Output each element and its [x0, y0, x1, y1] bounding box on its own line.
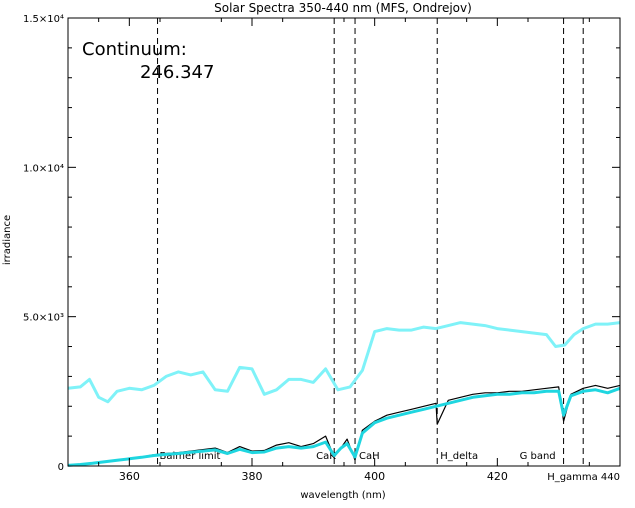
annotation-value: 246.347	[140, 62, 214, 83]
x-tick-label: 360	[119, 470, 140, 483]
plot-frame	[67, 17, 621, 467]
x-tick-label: 400	[364, 470, 385, 483]
y-tick-label: 1.5×10⁴	[23, 14, 64, 25]
x-tick-label: 380	[242, 470, 263, 483]
marker-label: CaK	[316, 451, 336, 462]
y-tick-label: 5.0×10³	[23, 313, 64, 324]
chart-title: Solar Spectra 350-440 nm (MFS, Ondrejov)	[214, 1, 472, 15]
marker-label: CaH	[359, 451, 380, 462]
marker-label: G band	[520, 451, 556, 462]
series-lines	[67, 321, 621, 467]
marker-label: H_gamma	[547, 472, 598, 483]
x-tick-end-label: 440	[601, 472, 620, 483]
marker-label: Balmer limit	[160, 451, 221, 462]
axes: 360 380 400 420 440 0 5.0×10³ 1.0×10⁴ 1.5×10⁴	[23, 14, 621, 483]
y-tick-label: 1.0×10⁴	[23, 163, 64, 174]
annotation-label: Continuum:	[82, 39, 187, 60]
y-axis-label: irradiance	[2, 215, 13, 265]
marker-label: H_delta	[440, 451, 478, 462]
x-axis-label: wavelength (nm)	[300, 490, 385, 501]
series-line	[67, 386, 621, 467]
series-line	[67, 321, 621, 404]
marker-lines: Balmer limit CaK CaH H_delta G band H_gamma	[157, 18, 598, 483]
y-tick-label: 0	[58, 462, 64, 473]
x-tick-label: 420	[487, 470, 508, 483]
